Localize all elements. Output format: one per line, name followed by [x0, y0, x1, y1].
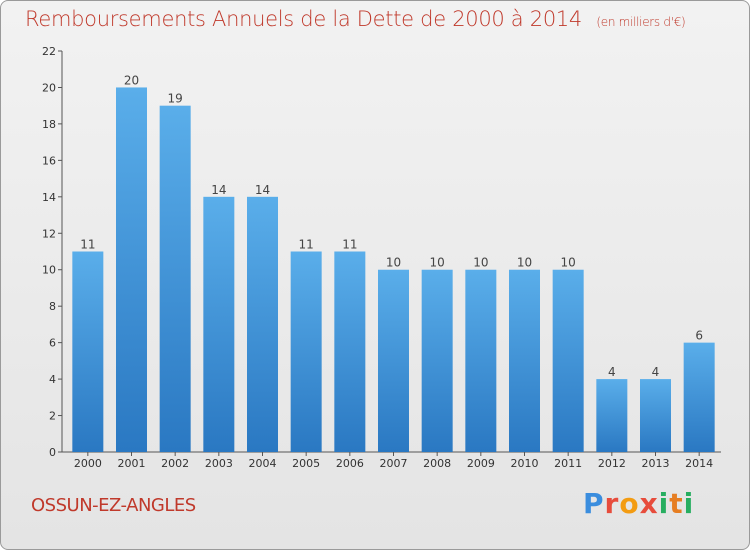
data-label: 10	[386, 256, 401, 270]
x-tick-label: 2012	[598, 457, 626, 470]
bar	[159, 105, 191, 452]
bar	[509, 269, 540, 452]
bar	[116, 87, 147, 453]
chart-labels: 2000 11 2001 20 2002 19 2003 14 2004 14 2005 11 2006…	[74, 73, 713, 470]
proxiti-logo[interactable]: Proxiti	[583, 487, 695, 520]
x-tick-label: 2003	[205, 457, 233, 470]
bar	[203, 196, 235, 452]
bar	[290, 251, 322, 452]
data-label: 4	[652, 365, 660, 379]
data-label: 6	[695, 329, 703, 343]
x-tick-label: 2004	[249, 457, 277, 470]
data-label: 19	[168, 92, 183, 106]
x-tick-label: 2010	[511, 457, 539, 470]
bar	[596, 379, 628, 452]
data-label: 4	[608, 365, 616, 379]
data-label: 11	[299, 238, 314, 252]
y-tick-label: 10	[42, 264, 56, 277]
x-tick-label: 2005	[292, 457, 320, 470]
x-tick-label: 2009	[467, 457, 495, 470]
x-tick-label: 2013	[642, 457, 670, 470]
bar	[465, 269, 497, 452]
x-tick-label: 2006	[336, 457, 364, 470]
commune-name: OSSUN-EZ-ANGLES	[31, 495, 196, 516]
bar	[72, 251, 104, 452]
y-tick-label: 2	[49, 410, 56, 423]
x-tick-label: 2002	[161, 457, 189, 470]
chart-title: Remboursements Annuels de la Dette de 20…	[25, 7, 686, 31]
chart-bars	[72, 87, 715, 453]
data-label: 10	[517, 256, 532, 270]
y-tick-label: 22	[42, 45, 56, 58]
data-label: 14	[211, 183, 226, 197]
y-tick-label: 8	[49, 300, 56, 313]
data-label: 11	[80, 238, 95, 252]
data-label: 14	[255, 183, 270, 197]
x-tick-label: 2001	[118, 457, 146, 470]
bar	[334, 251, 366, 452]
bar	[378, 269, 409, 452]
x-tick-label: 2008	[423, 457, 451, 470]
y-tick-label: 0	[49, 446, 56, 459]
x-tick-label: 2014	[685, 457, 713, 470]
data-label: 11	[342, 238, 357, 252]
y-tick-label: 12	[42, 227, 56, 240]
bar	[552, 269, 584, 452]
chart-title-text: Remboursements Annuels de la Dette de 20…	[25, 7, 582, 31]
bar	[640, 379, 671, 452]
data-label: 10	[430, 256, 445, 270]
x-tick-label: 2000	[74, 457, 102, 470]
bar	[683, 342, 715, 452]
y-tick-label: 18	[42, 118, 56, 131]
y-tick-label: 6	[49, 337, 56, 350]
y-tick-label: 4	[49, 373, 56, 386]
bar	[247, 196, 278, 452]
y-tick-label: 14	[42, 191, 56, 204]
x-tick-label: 2007	[380, 457, 408, 470]
y-tick-label: 16	[42, 154, 56, 167]
data-label: 10	[473, 256, 488, 270]
data-label: 20	[124, 73, 139, 87]
bar	[421, 269, 453, 452]
x-tick-label: 2011	[554, 457, 582, 470]
y-tick-label: 20	[42, 81, 56, 94]
data-label: 10	[561, 256, 576, 270]
chart-unit: (en milliers d'€)	[596, 15, 686, 29]
